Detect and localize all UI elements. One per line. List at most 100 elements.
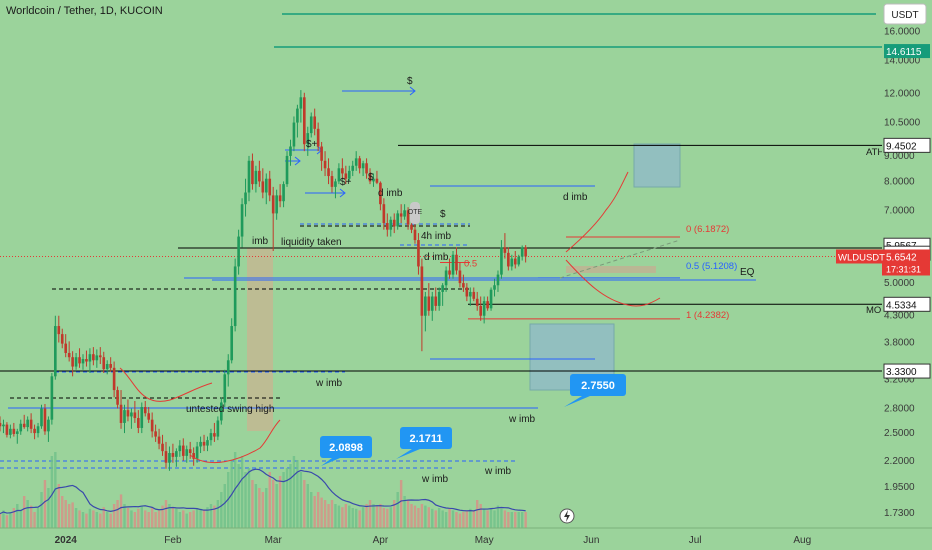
annotation-label: $ (440, 209, 446, 220)
ote-badge (410, 202, 420, 224)
candle-body (379, 182, 382, 205)
candle-body (209, 433, 213, 441)
candle-body (220, 402, 223, 421)
volume-bar (444, 512, 448, 528)
candle-body (316, 128, 320, 147)
volume-bar (476, 500, 479, 528)
candle-body (5, 424, 9, 435)
volume-bar (303, 480, 306, 528)
annotation-label: $ (368, 172, 374, 183)
volume-bar (188, 512, 192, 528)
price-marker-label: 5.6542 (886, 252, 917, 263)
candle-body (389, 219, 393, 230)
volume-bar (379, 504, 382, 528)
time-tick-label: May (475, 535, 494, 546)
annotation-label: w imb (484, 466, 512, 477)
price-callout-tail (564, 396, 590, 407)
volume-bar (199, 508, 202, 528)
candle-body (240, 204, 244, 237)
candle-body (303, 97, 306, 145)
candle-body (126, 410, 130, 417)
volume-bar (247, 468, 251, 528)
candle-body (396, 213, 400, 227)
candle-body (282, 184, 285, 202)
fib-label: 1 (4.2382) (686, 310, 729, 321)
volume-bar (410, 504, 413, 528)
liquidity-arrow-head-0 (409, 86, 416, 96)
currency-button-label[interactable]: USDT (891, 10, 918, 21)
candle-body (437, 291, 441, 306)
annotation-label: w imb (421, 474, 449, 485)
volume-bar (9, 512, 12, 528)
candle-body (116, 390, 119, 405)
candle-body (448, 270, 451, 275)
candle-body (268, 178, 272, 196)
volume-bar (482, 508, 486, 528)
candle-body (503, 247, 507, 253)
candle-body (105, 364, 109, 370)
candle-body (427, 296, 431, 311)
candle-body (482, 301, 486, 316)
candle-body (78, 357, 81, 364)
time-tick-label: Jun (583, 535, 599, 546)
candle-body (296, 108, 299, 123)
candle-body (92, 354, 95, 361)
candle-body (451, 254, 455, 275)
candle-body (168, 453, 171, 463)
candle-body (223, 374, 227, 403)
currency-button[interactable] (883, 3, 927, 25)
candle-body (489, 289, 493, 309)
volume-bar (389, 507, 392, 528)
chart-title: Worldcoin / Tether, 1D, KUCOIN (6, 5, 163, 17)
annotation-label: w imb (508, 414, 536, 425)
projection-arrow-jan (119, 367, 213, 402)
projection-arrow-feb (189, 419, 281, 464)
volume-bar (67, 504, 71, 528)
volume-bar (12, 508, 16, 528)
candle-body (109, 364, 112, 368)
volume-bar (510, 512, 514, 528)
candle-body (233, 266, 237, 327)
candle-body (137, 418, 140, 428)
candle-body (475, 298, 479, 306)
projection-arrow-down (565, 259, 661, 307)
volume-bar (420, 504, 424, 528)
candle-body (271, 195, 275, 214)
candle-body (289, 146, 292, 156)
candle-body (254, 170, 258, 185)
volume-bar (40, 492, 43, 528)
volume-bar (316, 492, 320, 528)
volume-bar (310, 492, 313, 528)
price-tick-label: 5.0000 (884, 278, 915, 289)
annotation-label: EQ (740, 267, 755, 278)
volume-bar (507, 512, 510, 528)
time-tick-label: Feb (164, 535, 182, 546)
price-marker-box (882, 249, 930, 276)
candle-body (36, 426, 40, 434)
volume-bar (81, 512, 85, 528)
candle-body (278, 195, 282, 202)
candle-body (507, 252, 510, 267)
time-tick-label: Mar (265, 535, 283, 546)
price-callout-label: 2.0898 (329, 442, 363, 454)
price-tick-label: 3.2000 (884, 375, 915, 386)
volume-bar (496, 505, 500, 528)
volume-bar (406, 500, 410, 528)
price-marker-box (883, 137, 931, 153)
candle-body (444, 270, 448, 286)
volume-bar (296, 460, 299, 528)
volume-bar (140, 505, 143, 528)
price-tick-label: 10.5000 (884, 118, 921, 129)
ote-label: OTE (408, 209, 423, 216)
volume-bar (451, 510, 455, 528)
volume-bar (341, 507, 344, 528)
candle-body (368, 173, 372, 182)
candle-body (403, 210, 406, 217)
volume-bar (85, 513, 88, 528)
liquidity-arrow-head-2 (339, 188, 346, 198)
candle-body (67, 352, 71, 358)
volume-bar (372, 504, 375, 528)
volume-bar (171, 507, 175, 528)
